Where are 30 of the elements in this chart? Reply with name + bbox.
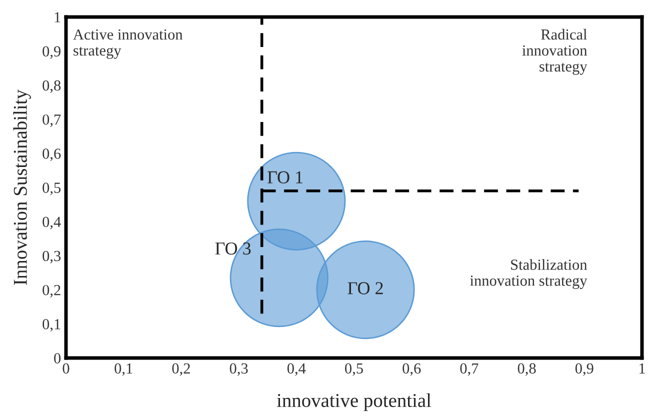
y-tick-label: 0 xyxy=(54,353,61,364)
x-tick-label: 0,2 xyxy=(172,363,190,376)
y-tick-label: 0,1 xyxy=(42,319,60,332)
x-tick-label: 0,4 xyxy=(287,363,306,376)
y-axis-title: Innovation Sustainability xyxy=(13,90,31,285)
y-tick-label: 0,3 xyxy=(42,250,61,264)
x-tick-label: 0,1 xyxy=(114,363,132,376)
x-tick-label: 0 xyxy=(62,363,70,374)
y-tick-label: 0,8 xyxy=(42,80,61,93)
y-tick-label: 0,4 xyxy=(42,216,61,230)
x-tick-label: 0,8 xyxy=(518,363,536,376)
x-tick-label: 0,7 xyxy=(460,363,478,376)
series-label: ГО 2 xyxy=(348,282,383,294)
series-label: ГО 1 xyxy=(268,171,302,184)
y-tick-label: 0,7 xyxy=(42,114,61,127)
x-axis-title: innovative potential xyxy=(276,393,432,412)
x-tick-label: 0,3 xyxy=(230,363,248,376)
y-tick-label: 0,9 xyxy=(42,46,61,59)
x-tick-label: 0,5 xyxy=(345,363,363,376)
y-tick-label: 1 xyxy=(54,12,60,22)
annotation: Stabilization innovation strategy xyxy=(470,259,588,289)
y-tick-label: 0,6 xyxy=(42,148,61,162)
annotation: Active innovation strategy xyxy=(73,29,183,59)
annotation: Radical innovation strategy xyxy=(522,28,588,75)
series-label: ГО 3 xyxy=(215,242,251,255)
x-tick-label: 0,6 xyxy=(402,363,421,376)
x-tick-label: 0,9 xyxy=(575,363,594,376)
x-tick-label: 1 xyxy=(640,363,645,374)
y-tick-label: 0,5 xyxy=(42,182,61,196)
y-tick-label: 0,2 xyxy=(42,284,60,298)
